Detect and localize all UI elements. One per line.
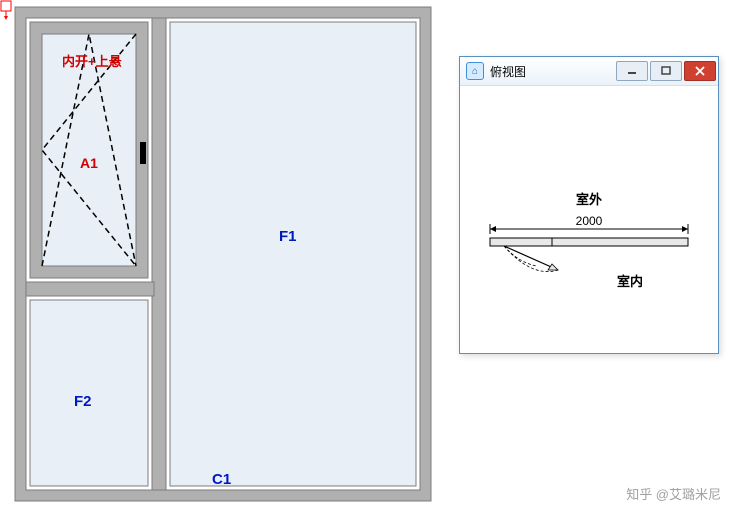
- label-inside: 室内: [617, 274, 643, 289]
- label-dimension: 2000: [576, 214, 603, 228]
- close-button[interactable]: [684, 61, 716, 81]
- label-a1: A1: [80, 155, 98, 171]
- maximize-icon: [660, 66, 672, 76]
- watermark: 知乎 @艾璐米尼: [626, 484, 721, 503]
- plan-view-window: ⌂ 俯视图: [459, 56, 719, 354]
- maximize-button[interactable]: [650, 61, 682, 81]
- window-elevation-drawing: 内开+上悬 A1 F1 F2 C1: [14, 6, 432, 510]
- label-open-mode: 内开+上悬: [62, 54, 122, 69]
- minimize-button[interactable]: [616, 61, 648, 81]
- titlebar[interactable]: ⌂ 俯视图: [460, 57, 718, 86]
- window-title: 俯视图: [490, 63, 526, 80]
- label-outside: 室外: [576, 192, 602, 207]
- label-f2: F2: [74, 393, 92, 410]
- close-icon: [694, 66, 706, 76]
- minimize-icon: [626, 66, 638, 76]
- app-icon: ⌂: [466, 62, 484, 80]
- plan-view-drawing: 室外 2000 室内: [460, 86, 718, 352]
- label-f1: F1: [279, 228, 297, 245]
- label-c1: C1: [212, 471, 231, 488]
